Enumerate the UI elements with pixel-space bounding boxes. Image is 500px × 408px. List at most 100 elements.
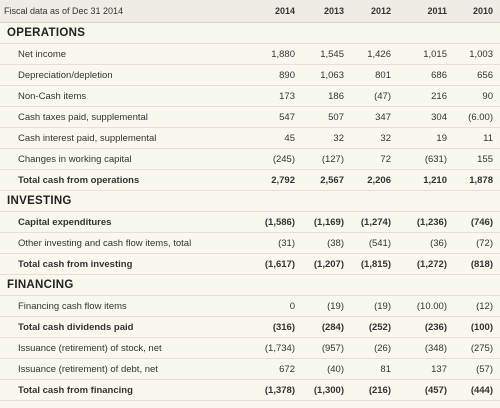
table-cell: 11 bbox=[483, 132, 493, 144]
fiscal-date-label: Fiscal data as of Dec 31 2014 bbox=[4, 6, 124, 16]
table-row: Issuance (retirement) of stock, net (1,73… bbox=[0, 338, 500, 359]
row-label: Issuance (retirement) of stock, net bbox=[18, 342, 162, 354]
year-header: 2012 bbox=[370, 6, 391, 16]
year-header: 2010 bbox=[472, 6, 493, 16]
table-row: Depreciation/depletion 890 1,063 801 686 656 bbox=[0, 65, 500, 86]
table-row: Total cash dividends paid (316) (284) (252)… bbox=[0, 317, 500, 338]
table-cell: 801 bbox=[375, 69, 391, 81]
year-header: 2011 bbox=[427, 6, 447, 16]
table-cell: 1,880 bbox=[271, 48, 295, 60]
table-cell: (57) bbox=[476, 363, 493, 375]
table-cell: (19) bbox=[327, 300, 344, 312]
table-cell: (1,586) bbox=[264, 216, 295, 228]
table-cell: (1,236) bbox=[416, 216, 447, 228]
table-cell: (6.00) bbox=[468, 111, 493, 123]
table-row: Issuance (retirement) of debt, net 672 (40… bbox=[0, 359, 500, 380]
row-label: Changes in working capital bbox=[18, 153, 132, 165]
table-row: Capital expenditures (1,586) (1,169) (1,274… bbox=[0, 212, 500, 233]
table-cell: (100) bbox=[470, 321, 493, 333]
table-cell: (245) bbox=[272, 153, 295, 165]
table-cell: (252) bbox=[368, 321, 391, 333]
row-label: Total cash from investing bbox=[18, 258, 133, 270]
row-label: Cash taxes paid, supplemental bbox=[18, 111, 148, 123]
table-cell: 1,210 bbox=[423, 174, 447, 186]
table-cell: 2,206 bbox=[367, 174, 391, 186]
table-row: Total cash from financing (1,378) (1,300) (… bbox=[0, 380, 500, 401]
table-cell: 507 bbox=[328, 111, 344, 123]
table-cell: (47) bbox=[374, 90, 391, 102]
table-cell: (127) bbox=[321, 153, 344, 165]
table-row: Total cash from investing (1,617) (1,207) (… bbox=[0, 254, 500, 275]
table-cell: (72) bbox=[476, 237, 493, 249]
table-cell: 1,063 bbox=[320, 69, 344, 81]
table-header: Fiscal data as of Dec 31 2014 2014 2013 … bbox=[0, 0, 500, 23]
year-header: 2013 bbox=[323, 6, 344, 16]
table-cell: (1,815) bbox=[360, 258, 391, 270]
table-cell: (1,378) bbox=[264, 384, 295, 396]
table-row: Non-Cash items 173 186 (47) 216 90 bbox=[0, 86, 500, 107]
table-cell: (40) bbox=[327, 363, 344, 375]
table-cell: (38) bbox=[327, 237, 344, 249]
table-cell: (36) bbox=[430, 237, 447, 249]
table-cell: 0 bbox=[289, 300, 295, 312]
table-cell: (1,272) bbox=[416, 258, 447, 270]
row-label: Financing cash flow items bbox=[18, 300, 127, 312]
table-cell: (284) bbox=[321, 321, 344, 333]
table-cell: 656 bbox=[477, 69, 493, 81]
section-title: FINANCING bbox=[0, 275, 500, 296]
table-cell: 2,567 bbox=[320, 174, 344, 186]
table-row: Total cash from operations 2,792 2,567 2,20… bbox=[0, 170, 500, 191]
table-cell: 890 bbox=[279, 69, 295, 81]
table-row: Financing cash flow items 0 (19) (19) (10.00… bbox=[0, 296, 500, 317]
row-label: Issuance (retirement) of debt, net bbox=[18, 363, 158, 375]
table-cell: (631) bbox=[424, 153, 447, 165]
table-cell: (1,300) bbox=[313, 384, 344, 396]
table-cell: 1,426 bbox=[367, 48, 391, 60]
table-cell: 32 bbox=[380, 132, 391, 144]
table-cell: 45 bbox=[284, 132, 295, 144]
row-label: Other investing and cash flow items, tot… bbox=[18, 237, 192, 249]
row-label: Net income bbox=[18, 48, 67, 60]
table-cell: (457) bbox=[424, 384, 447, 396]
row-label: Non-Cash items bbox=[18, 90, 87, 102]
table-cell: 672 bbox=[279, 363, 295, 375]
table-cell: 347 bbox=[375, 111, 391, 123]
table-cell: (1,207) bbox=[313, 258, 344, 270]
table-cell: 81 bbox=[380, 363, 391, 375]
table-cell: 19 bbox=[436, 132, 447, 144]
table-cell: 1,003 bbox=[469, 48, 493, 60]
table-cell: (275) bbox=[470, 342, 493, 354]
table-cell: 1,878 bbox=[469, 174, 493, 186]
table-row: Net income 1,880 1,545 1,426 1,015 1,003 bbox=[0, 44, 500, 65]
year-header: 2014 bbox=[274, 6, 295, 16]
table-cell: (1,617) bbox=[264, 258, 295, 270]
table-cell: (541) bbox=[368, 237, 391, 249]
table-cell: 137 bbox=[431, 363, 447, 375]
table-body: OPERATIONS Net income 1,880 1,545 1,426 1,015… bbox=[0, 23, 500, 401]
table-cell: 173 bbox=[279, 90, 295, 102]
table-cell: 2,792 bbox=[271, 174, 295, 186]
table-cell: 547 bbox=[279, 111, 295, 123]
row-label: Total cash from financing bbox=[18, 384, 133, 396]
table-cell: (746) bbox=[470, 216, 493, 228]
table-cell: 1,545 bbox=[320, 48, 344, 60]
table-row: Cash taxes paid, supplemental 547 507 347 30… bbox=[0, 107, 500, 128]
table-cell: (19) bbox=[374, 300, 391, 312]
row-label: Depreciation/depletion bbox=[18, 69, 113, 81]
table-cell: (316) bbox=[272, 321, 295, 333]
table-cell: 155 bbox=[477, 153, 493, 165]
table-cell: (10.00) bbox=[416, 300, 447, 312]
table-row: Other investing and cash flow items, tot… bbox=[0, 233, 500, 254]
table-cell: (12) bbox=[476, 300, 493, 312]
table-cell: (818) bbox=[470, 258, 493, 270]
table-cell: 686 bbox=[431, 69, 447, 81]
row-label: Total cash from operations bbox=[18, 174, 140, 186]
section-title: INVESTING bbox=[0, 191, 500, 212]
row-label: Capital expenditures bbox=[18, 216, 112, 228]
table-cell: 32 bbox=[333, 132, 344, 144]
table-cell: 216 bbox=[431, 90, 447, 102]
table-row: Changes in working capital (245) (127) 72 (6… bbox=[0, 149, 500, 170]
table-cell: 186 bbox=[328, 90, 344, 102]
table-cell: 1,015 bbox=[423, 48, 447, 60]
